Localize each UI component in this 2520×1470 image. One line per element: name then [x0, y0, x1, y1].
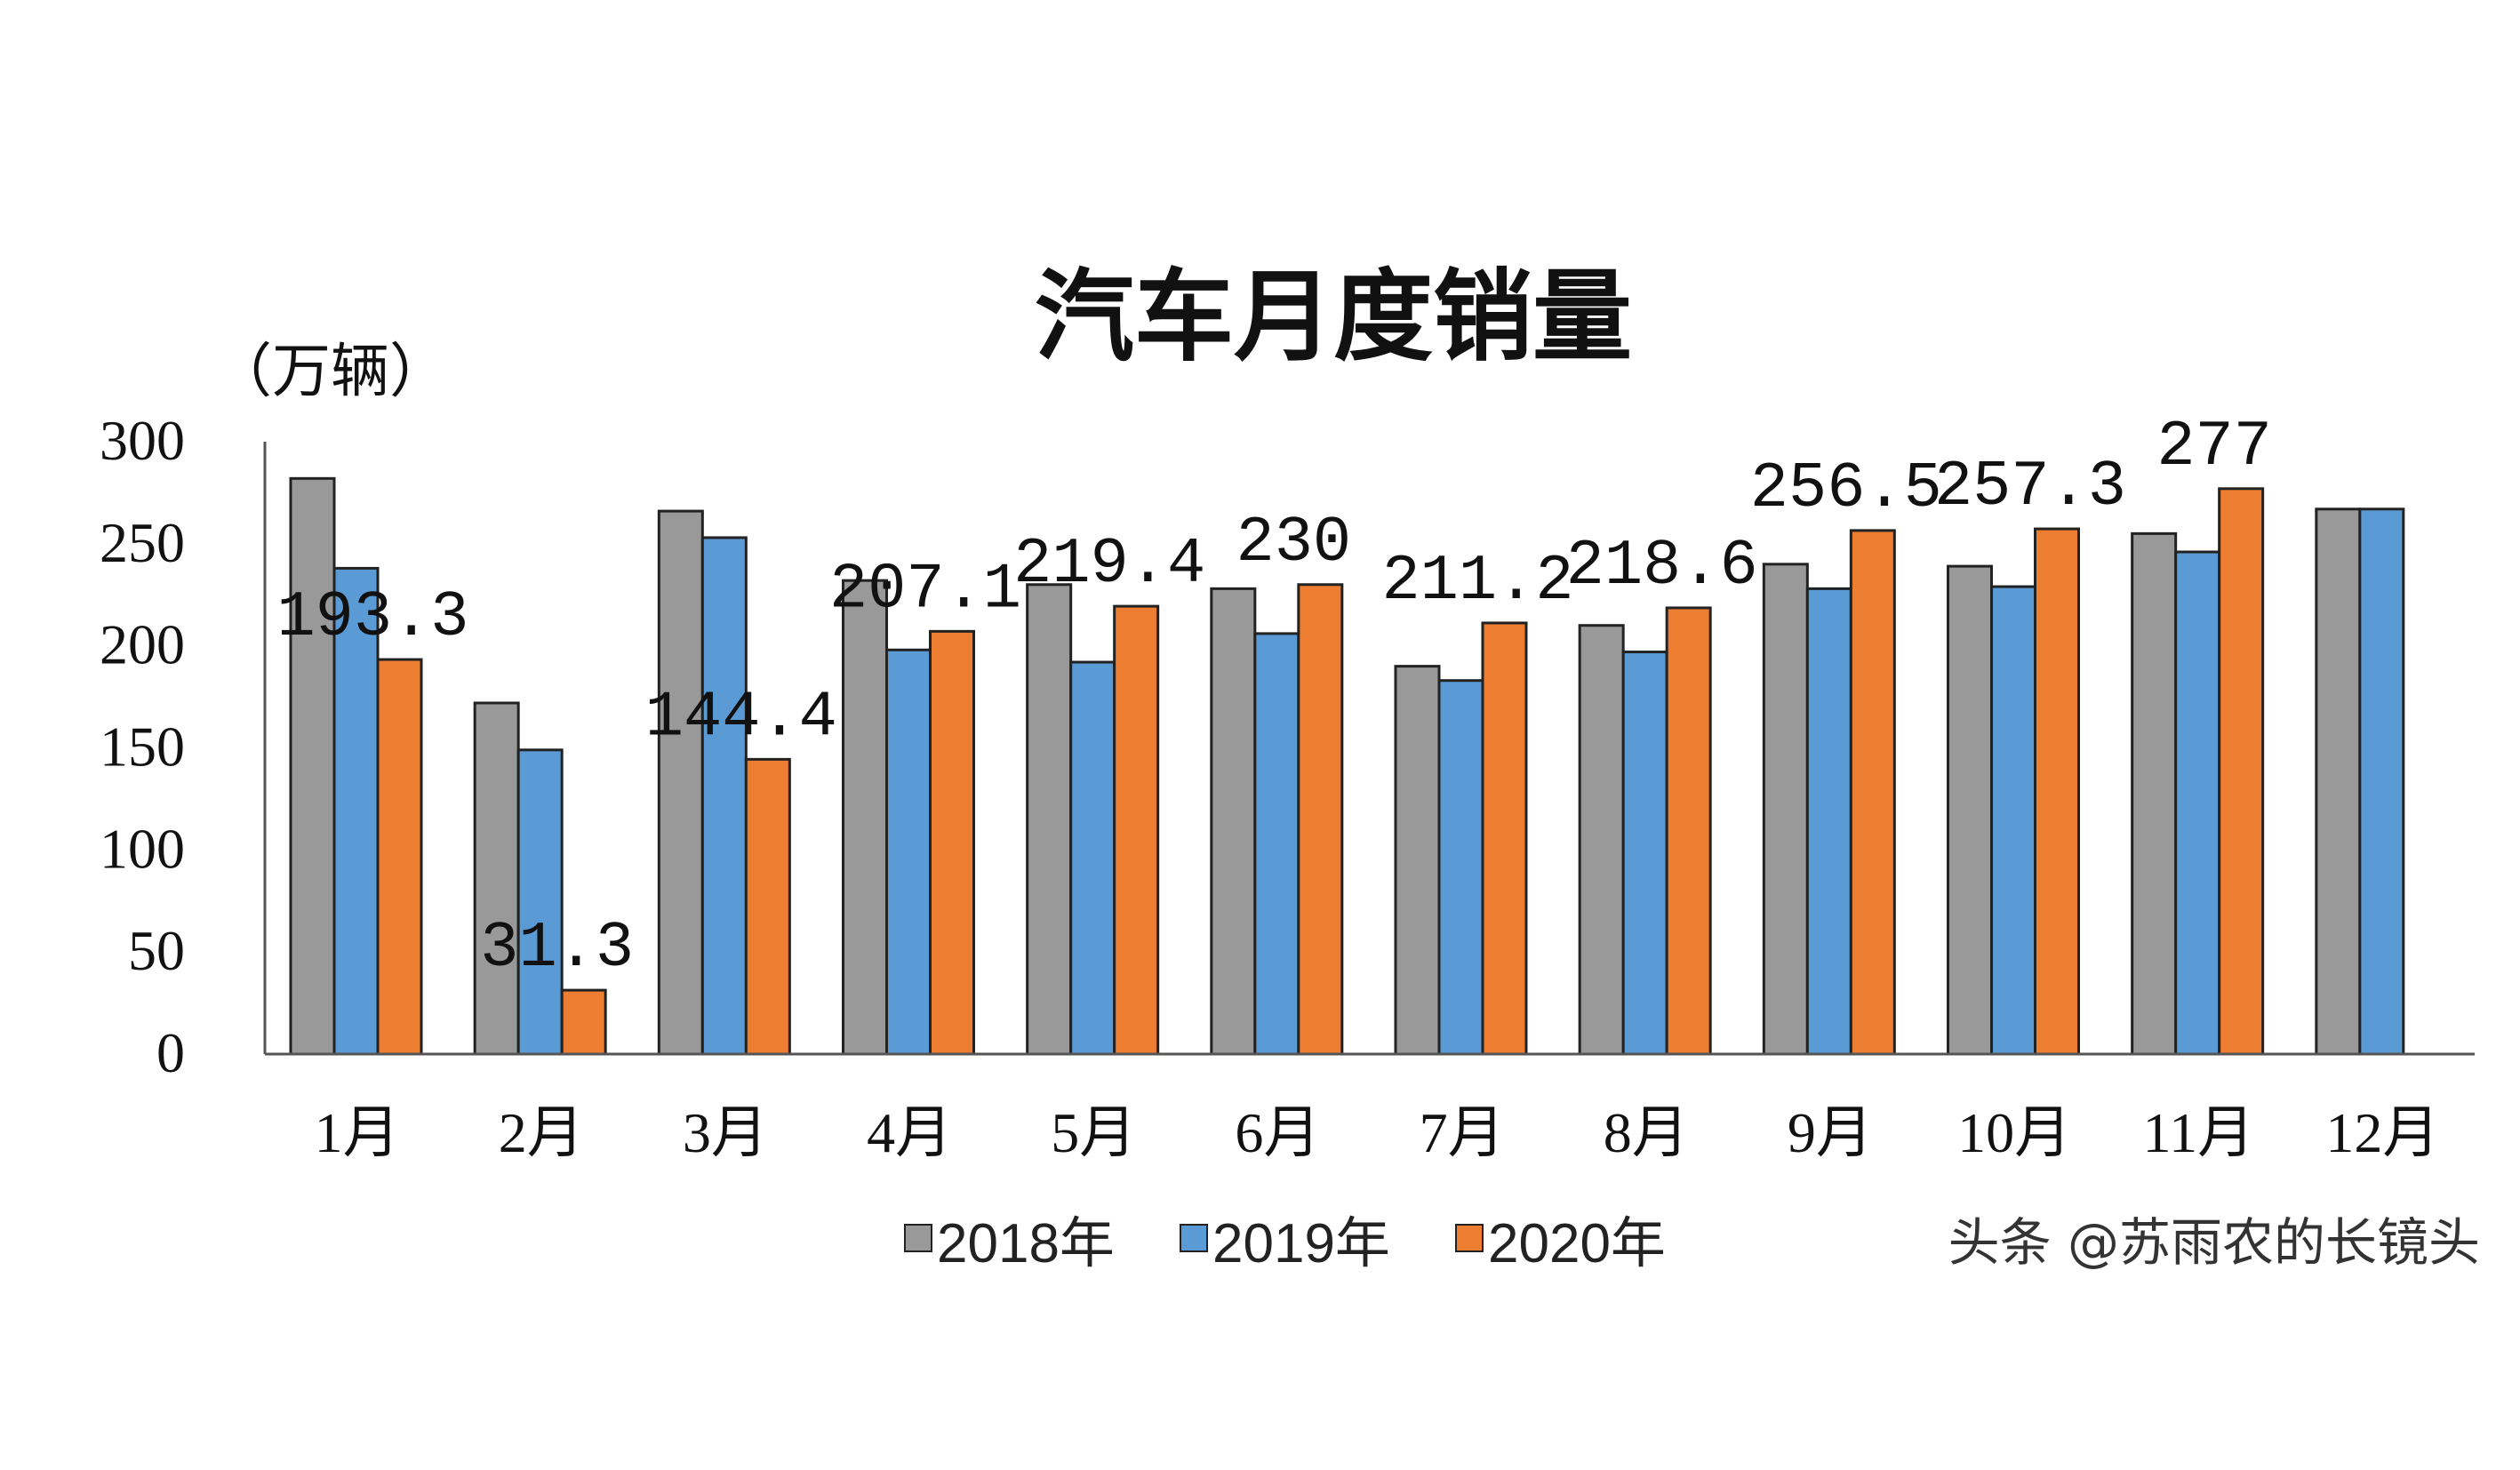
bar-2019年-8月 [1621, 651, 1668, 1056]
data-label: 144.4 [645, 681, 837, 754]
bar-2020年-2月 [560, 988, 607, 1056]
legend: 2018年 2019年 2020年 [904, 1213, 1666, 1274]
x-tick-label: 7月 [1420, 1101, 1505, 1164]
y-axis-unit-label: （万辆） [213, 337, 448, 405]
data-label: 219.4 [1013, 528, 1205, 601]
bar-2018年-2月 [473, 701, 520, 1056]
bar-2020年-11月 [2218, 487, 2265, 1056]
bar-2019年-9月 [1805, 587, 1852, 1056]
bar-2018年-8月 [1578, 624, 1625, 1056]
legend-swatch [1180, 1224, 1208, 1252]
x-tick-label: 5月 [1051, 1101, 1136, 1164]
legend-swatch [904, 1224, 932, 1252]
x-tick-label: 6月 [1235, 1101, 1320, 1164]
y-tick-label: 100 [100, 817, 185, 880]
bar-2019年-1月 [332, 566, 380, 1056]
x-tick-label: 9月 [1788, 1101, 1873, 1164]
bar-2018年-5月 [1026, 583, 1073, 1056]
bar-2018年-11月 [2131, 531, 2178, 1056]
bar-2019年-6月 [1253, 632, 1300, 1056]
y-tick-label: 150 [100, 715, 185, 779]
bar-2018年-9月 [1762, 563, 1809, 1056]
bar-2020年-9月 [1849, 529, 1896, 1056]
bar-2019年-11月 [2174, 550, 2221, 1056]
x-tick-label: 1月 [315, 1101, 400, 1164]
x-tick-label: 8月 [1604, 1101, 1689, 1164]
bar-2019年-12月 [2358, 507, 2405, 1056]
y-tick-label: 250 [100, 511, 185, 574]
watermark: 头条 @苏雨农的长镜头 [1948, 1212, 2480, 1273]
x-tick-label: 2月 [499, 1101, 584, 1164]
legend-label: 2019年 [1212, 1213, 1390, 1274]
data-label: 207.1 [829, 553, 1021, 626]
legend-swatch [1455, 1224, 1484, 1252]
bar-2020年-1月 [376, 658, 423, 1056]
bar-2020年-4月 [929, 629, 975, 1056]
bar-2019年-4月 [885, 648, 932, 1056]
y-tick-label: 300 [100, 409, 185, 472]
bar-2018年-12月 [2315, 507, 2362, 1056]
data-label: 218.6 [1566, 530, 1758, 603]
legend-label: 2018年 [937, 1213, 1115, 1274]
chart-title: 汽车月度销量 [1035, 259, 1632, 375]
data-label: 257.3 [1934, 451, 2126, 523]
bar-2018年-7月 [1394, 665, 1441, 1056]
bar-2018年-3月 [657, 509, 704, 1056]
bar-2018年-1月 [289, 476, 336, 1056]
y-tick-label: 50 [128, 919, 185, 982]
y-tick-label: 200 [100, 613, 185, 676]
x-tick-label: 10月 [1957, 1101, 2071, 1164]
y-tick-label: 0 [156, 1021, 185, 1084]
data-label: 230 [1236, 507, 1352, 579]
legend-label: 2020年 [1488, 1213, 1666, 1274]
data-label: 256.5 [1750, 452, 1942, 525]
x-tick-label: 11月 [2142, 1101, 2254, 1164]
bar-2018年-4月 [842, 579, 888, 1056]
data-label: 277 [2156, 411, 2272, 483]
bar-2019年-10月 [1990, 585, 2036, 1056]
bar-2019年-2月 [516, 748, 564, 1056]
data-label: 211.2 [1381, 545, 1573, 618]
bar-2020年-5月 [1113, 604, 1160, 1056]
bar-2020年-10月 [2034, 527, 2080, 1056]
bar-2019年-7月 [1437, 679, 1484, 1056]
data-label: 193.3 [276, 581, 468, 654]
bar-2020年-8月 [1665, 606, 1712, 1056]
data-label: 31.3 [480, 912, 634, 985]
bar-2018年-10月 [1947, 564, 1993, 1056]
x-tick-label: 3月 [683, 1101, 768, 1164]
x-tick-label: 4月 [867, 1101, 952, 1164]
bar-2018年-6月 [1210, 587, 1257, 1056]
bar-2020年-6月 [1297, 583, 1344, 1056]
bar-2020年-7月 [1481, 621, 1528, 1056]
bar-2020年-3月 [744, 757, 791, 1056]
bar-2019年-5月 [1069, 660, 1116, 1056]
x-tick-label: 12月 [2325, 1101, 2439, 1164]
bar-2019年-3月 [700, 536, 748, 1056]
